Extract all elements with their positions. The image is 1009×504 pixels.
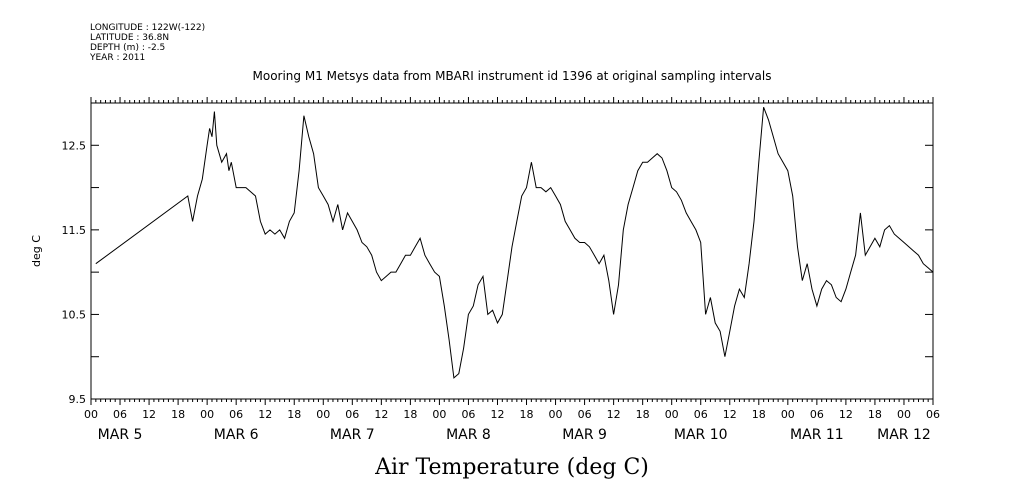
y-axis-label: deg C [30,235,43,267]
x-tick-label: 12 [258,408,272,421]
y-tick-label: 9.5 [69,393,87,406]
x-day-label: MAR 5 [98,427,143,443]
x-tick-label: 18 [868,408,882,421]
latitude-text: LATITUDE : 36.8N [90,33,169,43]
x-tick-label: 06 [229,408,243,421]
depth-text: DEPTH (m) : -2.5 [90,43,165,53]
x-day-label: MAR 7 [330,427,375,443]
day-labels: MAR 5 MAR 6 MAR 7 MAR 8 MAR 9 MAR 10 MAR 11 MAR… [98,427,931,443]
x-tick-label: 18 [520,408,534,421]
x-tick-label: 12 [607,408,621,421]
x-tick-label: 06 [578,408,592,421]
x-tick-label: 00 [84,408,98,421]
x-tick-label: 00 [432,408,446,421]
x-tick-label: 00 [665,408,679,421]
x-tick-label: 00 [200,408,214,421]
x-day-label: MAR 9 [562,427,607,443]
y-tick-label: 10.5 [62,308,87,321]
x-tick-label: 18 [403,408,417,421]
year-text: YEAR : 2011 [89,53,145,63]
x-tick-label: 12 [490,408,504,421]
x-tick-label: 06 [113,408,127,421]
x-tick-label: 00 [781,408,795,421]
x-axis: 00 06 12 18 00 06 12 18 00 06 12 18 00 06 12 18 00 06 12 18… [84,97,940,421]
x-tick-label: 12 [839,408,853,421]
x-day-label: MAR 11 [790,427,844,443]
x-tick-label: 00 [549,408,563,421]
x-tick-label: 18 [171,408,185,421]
air-temperature-line [95,107,934,379]
x-tick-label: 18 [636,408,650,421]
x-tick-label: 06 [345,408,359,421]
chart-title: Mooring M1 Metsys data from MBARI instru… [253,69,772,83]
x-tick-label: 06 [694,408,708,421]
x-tick-label: 06 [461,408,475,421]
y-tick-label: 12.5 [62,139,87,152]
metadata-block: LONGITUDE : 122W(-122) LATITUDE : 36.8N … [89,23,205,63]
y-tick-label: 11.5 [62,224,87,237]
x-tick-label: 12 [723,408,737,421]
x-tick-label: 18 [752,408,766,421]
x-tick-label: 00 [897,408,911,421]
x-tick-label: 00 [316,408,330,421]
x-day-label: MAR 8 [446,427,491,443]
x-axis-caption: Air Temperature (deg C) [374,455,649,480]
x-day-label: MAR 10 [674,427,728,443]
y-axis: 9.5 10.5 11.5 12.5 [62,102,933,406]
x-tick-label: 06 [926,408,940,421]
x-tick-label: 06 [810,408,824,421]
x-day-label: MAR 12 [877,427,931,443]
x-day-label: MAR 6 [214,427,259,443]
x-tick-label: 12 [142,408,156,421]
x-tick-label: 12 [374,408,388,421]
longitude-text: LONGITUDE : 122W(-122) [90,23,205,33]
x-tick-label: 18 [287,408,301,421]
